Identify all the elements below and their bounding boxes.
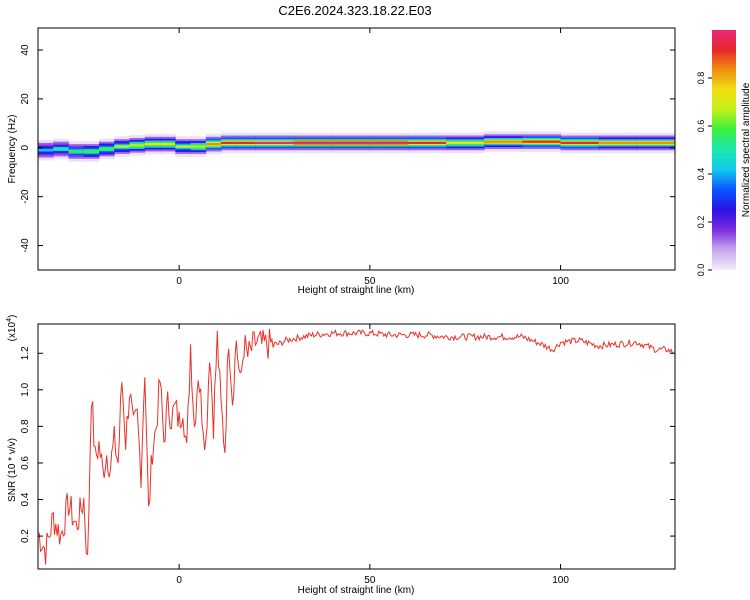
y-tick-label: 1.0 <box>20 382 31 396</box>
y-tick-label: -40 <box>20 238 31 253</box>
spectrogram-cell <box>144 143 161 146</box>
x-tick-label: 0 <box>176 276 182 287</box>
snr-y-label: SNR (10 * v/v) <box>7 438 18 502</box>
snr-y-multiplier: (x104) <box>6 315 18 342</box>
spectrogram-cell <box>522 140 562 143</box>
spectrogram-cell <box>221 141 237 144</box>
y-tick-label: 40 <box>20 44 31 56</box>
snr-x-label: Height of straight line (km) <box>298 585 415 596</box>
spectrogram-frame <box>37 27 676 271</box>
spectrogram-y-label: Frequency (Hz) <box>7 115 18 184</box>
spectrogram-cell <box>175 145 192 148</box>
spectrogram-ridge <box>38 131 676 162</box>
spectrogram-cell <box>446 141 485 144</box>
colorbar-tick-label: 0.4 <box>696 168 706 181</box>
spectrogram-cell <box>38 149 54 152</box>
spectrogram-cell <box>484 140 523 143</box>
colorbar: 0.0 0.2 0.4 0.6 0.8 Normalized spectral ampl… <box>696 30 750 276</box>
colorbar-tick-label: 0.2 <box>696 216 706 229</box>
spectrogram-x-ticks: 0 50 100 <box>176 28 569 287</box>
colorbar-ticks: 0.0 0.2 0.4 0.6 0.8 <box>696 72 712 277</box>
spectrogram-cell <box>160 143 176 146</box>
spectrogram-y-ticks: -40 -20 0 20 40 <box>20 44 675 253</box>
y-tick-label: 0.8 <box>20 419 31 433</box>
spectrogram-cell <box>560 141 600 144</box>
colorbar-gradient <box>712 30 736 270</box>
x-tick-label: 0 <box>176 575 182 586</box>
snr-y-ticks: 0.2 0.4 0.6 0.8 1.0 1.2 <box>20 346 675 543</box>
colorbar-tick-label: 0.6 <box>696 120 706 133</box>
spectrogram-cell <box>236 141 256 144</box>
spectrogram-cell <box>407 141 447 144</box>
x-tick-label: 100 <box>552 575 569 586</box>
snr-plot-area <box>38 324 675 569</box>
figure-title: C2E6.2024.323.18.22.E03 <box>278 3 431 18</box>
spectrogram-cell <box>205 143 222 146</box>
colorbar-tick-label: 0.8 <box>696 72 706 85</box>
spectrogram-cell <box>293 141 333 144</box>
y-tick-label: 1.2 <box>20 346 31 360</box>
y-tick-label: 20 <box>20 93 31 105</box>
x-tick-label: 50 <box>364 575 376 586</box>
colorbar-label: Normalized spectral amplitude <box>741 82 750 217</box>
snr-panel: 0 50 100 0.2 0.4 0.6 0.8 1.0 1.2 Height of stra… <box>6 315 676 596</box>
snr-frame <box>37 323 676 570</box>
spectrogram-x-label: Height of straight line (km) <box>298 285 415 296</box>
spectrogram-cell <box>114 145 131 148</box>
spectrogram-cell <box>99 147 115 151</box>
y-tick-label: 0.4 <box>20 492 31 506</box>
spectrogram-cell <box>190 145 207 148</box>
snr-x-ticks: 0 50 100 <box>176 324 569 586</box>
x-tick-label: 50 <box>364 276 376 287</box>
spectrogram-cell <box>129 144 146 147</box>
colorbar-tick-label: 0.0 <box>696 264 706 277</box>
spectrogram-cell <box>331 141 371 144</box>
spectrogram-cell <box>255 141 295 144</box>
spectrogram-cell <box>369 141 409 144</box>
spectrogram-cell <box>636 141 676 144</box>
spectrogram-cell <box>598 141 638 144</box>
x-tick-label: 100 <box>552 276 569 287</box>
y-tick-label: 0 <box>20 145 31 151</box>
spectrogram-cell <box>68 150 85 153</box>
y-tick-label: -20 <box>20 189 31 204</box>
spectrogram-cell <box>53 147 70 151</box>
y-tick-label: 0.2 <box>20 529 31 543</box>
spectrogram-panel: 0 50 100 -40 -20 0 20 40 Height of straight li… <box>7 27 676 296</box>
spectrogram-cell <box>83 150 100 153</box>
y-tick-label: 0.6 <box>20 456 31 470</box>
snr-line <box>37 328 676 565</box>
